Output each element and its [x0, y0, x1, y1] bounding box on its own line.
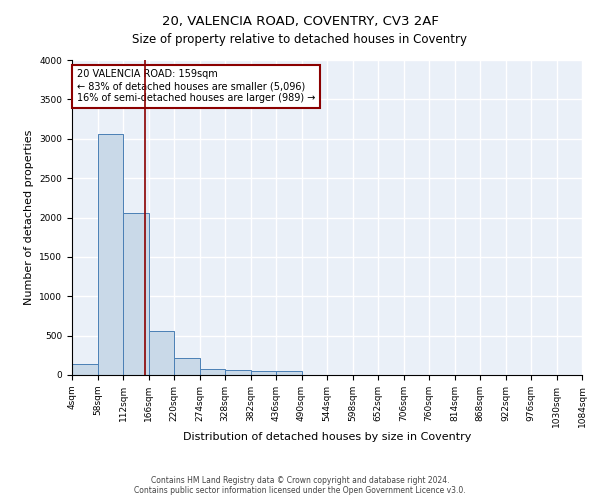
Bar — [200, 368, 225, 375]
Bar — [123, 213, 149, 375]
Bar — [149, 331, 174, 375]
Bar — [72, 364, 97, 375]
Text: Size of property relative to detached houses in Coventry: Size of property relative to detached ho… — [133, 32, 467, 46]
Text: 20, VALENCIA ROAD, COVENTRY, CV3 2AF: 20, VALENCIA ROAD, COVENTRY, CV3 2AF — [161, 15, 439, 28]
Bar — [97, 134, 123, 375]
Text: 20 VALENCIA ROAD: 159sqm
← 83% of detached houses are smaller (5,096)
16% of sem: 20 VALENCIA ROAD: 159sqm ← 83% of detach… — [77, 70, 316, 102]
Text: Contains HM Land Registry data © Crown copyright and database right 2024.
Contai: Contains HM Land Registry data © Crown c… — [134, 476, 466, 495]
Bar — [225, 370, 251, 375]
Y-axis label: Number of detached properties: Number of detached properties — [24, 130, 34, 305]
Bar — [251, 371, 276, 375]
Bar — [276, 371, 302, 375]
Bar — [174, 358, 199, 375]
X-axis label: Distribution of detached houses by size in Coventry: Distribution of detached houses by size … — [183, 432, 471, 442]
